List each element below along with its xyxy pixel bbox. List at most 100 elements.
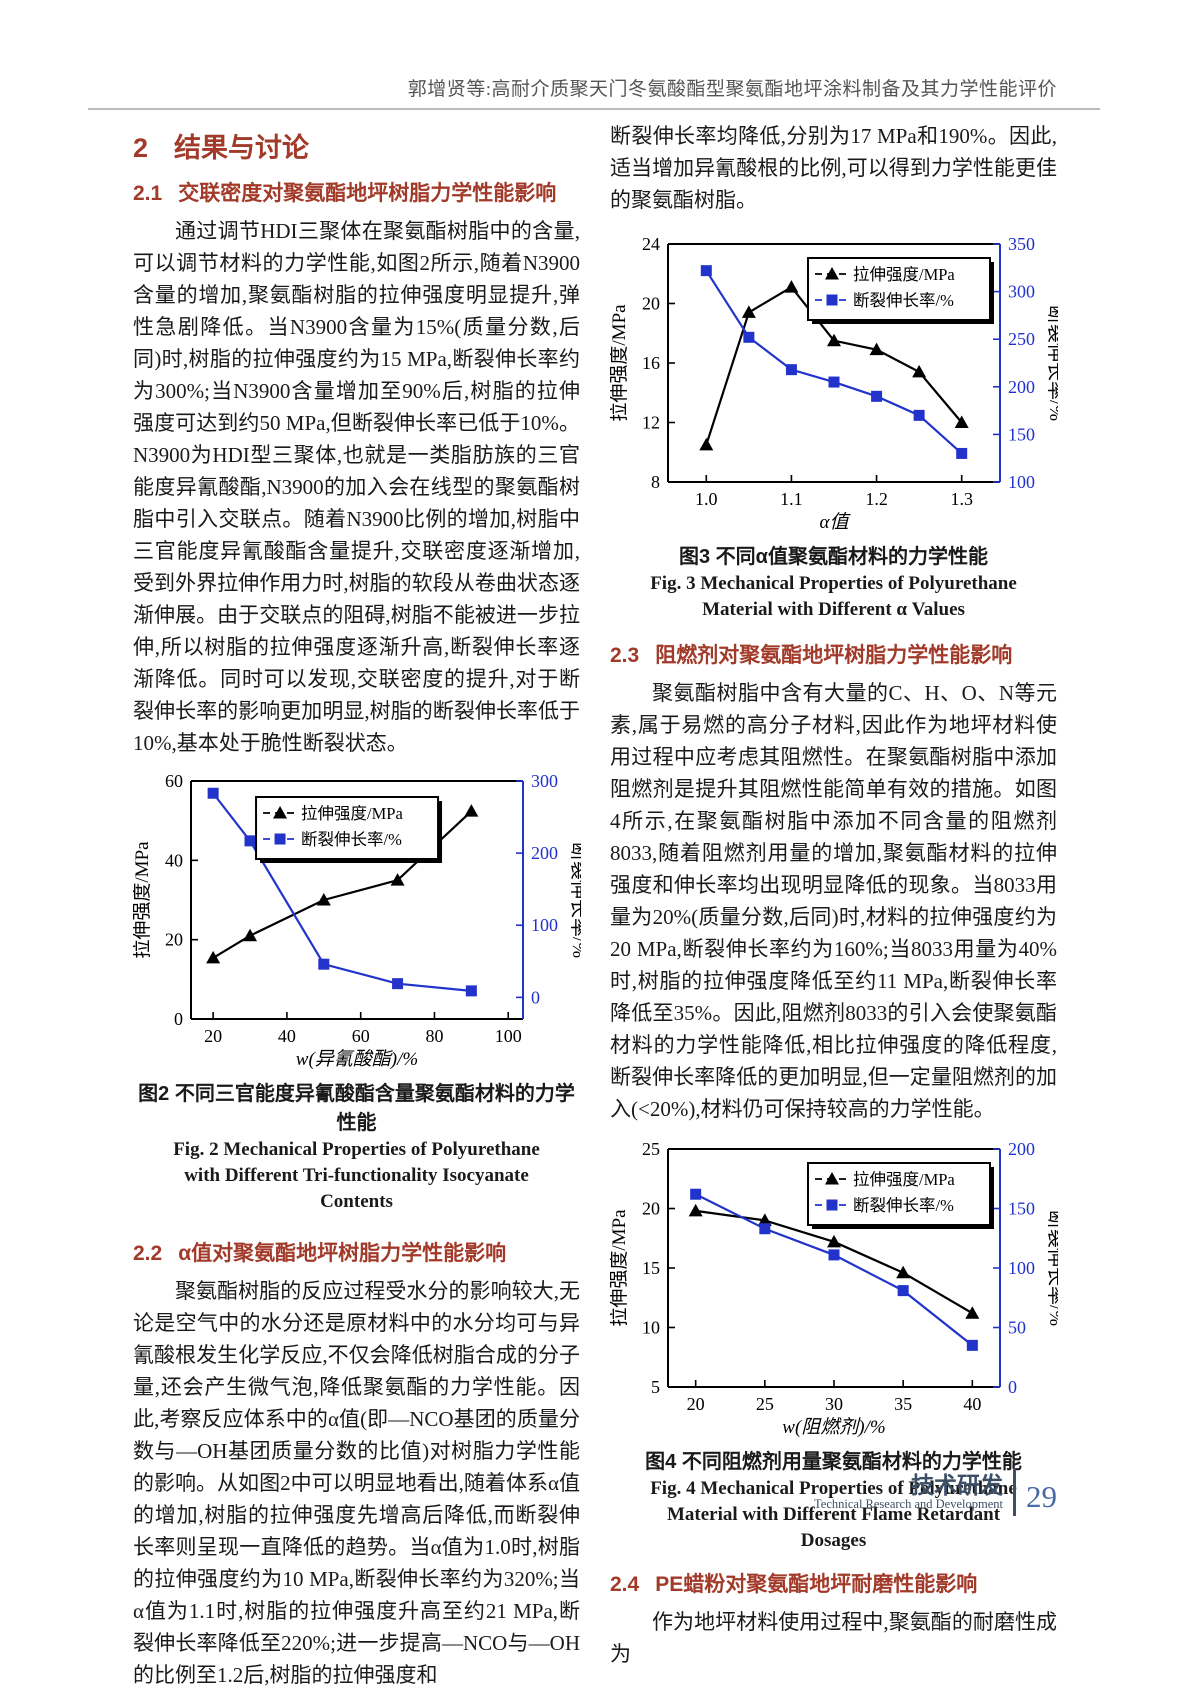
footer-section-en: Technical Research and Development: [814, 1496, 1003, 1511]
figure-2-caption-cn: 图2 不同三官能度异氰酸酯含量聚氨酯材料的力学性能: [138, 1083, 575, 1134]
footer-section-cn: 技术研发: [911, 1471, 1003, 1498]
section-2-1-heading: 2.1 交联密度对聚氨酯地坪树脂力学性能影响: [133, 177, 580, 207]
section-2-1-title: 交联密度对聚氨酯地坪树脂力学性能影响: [178, 182, 557, 205]
svg-text:0: 0: [174, 1009, 183, 1029]
svg-text:拉伸强度/MPa: 拉伸强度/MPa: [301, 804, 403, 823]
section-2-1-paragraph: 通过调节HDI三聚体在聚氨酯树脂中的含量,可以调节材料的力学性能,如图2所示,随…: [133, 219, 580, 755]
svg-text:0: 0: [531, 987, 540, 1007]
svg-text:16: 16: [642, 353, 660, 373]
section-2-3-heading: 2.3 阻燃剂对聚氨酯地坪树脂力学性能影响: [610, 639, 1057, 669]
page-number: 29: [1026, 1479, 1057, 1514]
svg-text:1.0: 1.0: [695, 489, 718, 509]
section-2-4-paragraph: 作为地坪材料使用过程中,聚氨酯的耐磨性成为: [610, 1610, 1057, 1666]
svg-text:200: 200: [1008, 1139, 1035, 1159]
section-2-title: 结果与讨论: [174, 133, 310, 163]
section-2-3-title: 阻燃剂对聚氨酯地坪树脂力学性能影响: [655, 644, 1013, 667]
header-rule: [88, 108, 1100, 110]
section-2-2-title: α值对聚氨酯地坪树脂力学性能影响: [178, 1242, 507, 1265]
svg-text:40: 40: [963, 1394, 981, 1414]
svg-text:150: 150: [1008, 424, 1035, 444]
svg-text:断裂伸长率/%: 断裂伸长率/%: [301, 830, 402, 849]
svg-text:α值: α值: [820, 512, 852, 533]
svg-text:25: 25: [756, 1394, 774, 1414]
svg-text:w(异氰酸酯)/%: w(异氰酸酯)/%: [296, 1048, 418, 1070]
footer-section: 技术研发 Technical Research and Development: [814, 1473, 1003, 1512]
svg-text:断裂伸长率/%: 断裂伸长率/%: [568, 842, 581, 958]
svg-text:拉伸强度/MPa: 拉伸强度/MPa: [853, 1170, 955, 1189]
section-2-4-title: PE蜡粉对聚氨酯地坪耐磨性能影响: [655, 1573, 978, 1596]
svg-text:40: 40: [278, 1026, 296, 1046]
svg-text:60: 60: [165, 771, 183, 791]
svg-text:断裂伸长率/%: 断裂伸长率/%: [1045, 1210, 1058, 1326]
svg-text:150: 150: [1008, 1199, 1035, 1219]
svg-text:24: 24: [642, 234, 660, 254]
section-2-4-heading: 2.4 PE蜡粉对聚氨酯地坪耐磨性能影响: [610, 1568, 1057, 1598]
svg-text:拉伸强度/MPa: 拉伸强度/MPa: [610, 304, 630, 422]
svg-text:350: 350: [1008, 234, 1035, 254]
figure-4-caption-en: Fig. 4 Mechanical Properties of Polyuret…: [650, 1478, 1017, 1551]
section-2-1-number: 2.1: [133, 182, 163, 205]
figure-2: 0 20 40 60 0 100 200 300 20 40 60 80 100 拉伸强度/MPa 断裂伸长…: [133, 767, 581, 1215]
svg-text:250: 250: [1008, 329, 1035, 349]
svg-text:60: 60: [352, 1026, 370, 1046]
svg-text:200: 200: [1008, 377, 1035, 397]
svg-text:拉伸强度/MPa: 拉伸强度/MPa: [133, 841, 153, 959]
svg-text:12: 12: [642, 413, 660, 433]
section-2-number: 2: [133, 133, 149, 163]
svg-text:100: 100: [1008, 1258, 1035, 1278]
left-column: 2 结果与讨论 2.1 交联密度对聚氨酯地坪树脂力学性能影响 通过调节HDI三聚体在…: [133, 120, 581, 1693]
svg-text:1.1: 1.1: [780, 489, 803, 509]
running-header: 郭增贤等:高耐介质聚天门冬氨酸酯型聚氨酯地坪涂料制备及其力学性能评价: [407, 79, 1057, 100]
section-2-2-number: 2.2: [133, 1242, 163, 1265]
figure-2-chart: 0 20 40 60 0 100 200 300 20 40 60 80 100 拉伸强度/MPa 断裂伸长…: [133, 767, 581, 1075]
svg-text:1.2: 1.2: [865, 489, 888, 509]
section-2-2-heading: 2.2 α值对聚氨酯地坪树脂力学性能影响: [133, 1237, 580, 1267]
figure-4-caption-cn: 图4 不同阻燃剂用量聚氨酯材料的力学性能: [645, 1451, 1022, 1473]
figure-3-caption-cn: 图3 不同α值聚氨酯材料的力学性能: [679, 546, 988, 568]
paper-page: { "header": { "running_title": "郭增贤等:高耐介…: [88, 79, 1100, 1687]
section-2-3-paragraph: 聚氨酯树脂中含有大量的C、H、O、N等元素,属于易燃的高分子材料,因此作为地坪材…: [610, 681, 1057, 1121]
section-2-3-number: 2.3: [610, 644, 640, 667]
page-footer: 技术研发 Technical Research and Development …: [814, 1468, 1057, 1516]
svg-text:20: 20: [642, 294, 660, 314]
svg-text:1.3: 1.3: [950, 489, 973, 509]
svg-text:35: 35: [894, 1394, 912, 1414]
figure-2-caption-en: Fig. 2 Mechanical Properties of Polyuret…: [173, 1139, 540, 1212]
svg-text:8: 8: [651, 472, 660, 492]
section-2-heading: 2 结果与讨论: [133, 126, 580, 165]
svg-text:80: 80: [425, 1026, 443, 1046]
svg-text:拉伸强度/MPa: 拉伸强度/MPa: [610, 1209, 630, 1327]
figure-3-caption-en: Fig. 3 Mechanical Properties of Polyuret…: [650, 573, 1017, 620]
svg-text:断裂伸长率/%: 断裂伸长率/%: [853, 291, 954, 310]
svg-text:200: 200: [531, 843, 558, 863]
svg-text:0: 0: [1008, 1377, 1017, 1397]
svg-text:20: 20: [165, 930, 183, 950]
figure-4-chart: 5 10 15 20 25 0 50 100 150 200 20 25 30 35 40 拉伸强度/MPa 断…: [610, 1135, 1058, 1443]
svg-text:50: 50: [1008, 1318, 1026, 1338]
right-column: 断裂伸长率均降低,分别为17 MPa和190%。因此,适当增加异氰酸根的比例,可…: [610, 120, 1058, 1693]
figure-3: 8 12 16 20 24 100 150 200 250 300 350 1.0 1.1 1.2 1.3 拉…: [610, 230, 1058, 623]
figure-4: 5 10 15 20 25 0 50 100 150 200 20 25 30 35 40 拉伸强度/MPa 断…: [610, 1135, 1058, 1554]
svg-text:10: 10: [642, 1318, 660, 1338]
continuation-paragraph: 断裂伸长率均降低,分别为17 MPa和190%。因此,适当增加异氰酸根的比例,可…: [610, 124, 1057, 212]
svg-text:100: 100: [495, 1026, 522, 1046]
svg-text:40: 40: [165, 850, 183, 870]
two-column-body: 2 结果与讨论 2.1 交联密度对聚氨酯地坪树脂力学性能影响 通过调节HDI三聚体在…: [133, 120, 1058, 1693]
section-2-2-paragraph: 聚氨酯树脂的反应过程受水分的影响较大,无论是空气中的水分还是原材料中的水分均可与…: [133, 1279, 580, 1687]
svg-text:20: 20: [642, 1199, 660, 1219]
svg-text:20: 20: [204, 1026, 222, 1046]
svg-text:断裂伸长率/%: 断裂伸长率/%: [853, 1196, 954, 1215]
svg-text:30: 30: [825, 1394, 843, 1414]
footer-divider: [1013, 1468, 1016, 1516]
figure-3-chart: 8 12 16 20 24 100 150 200 250 300 350 1.0 1.1 1.2 1.3 拉…: [610, 230, 1058, 538]
svg-text:100: 100: [531, 915, 558, 935]
svg-text:w(阻燃剂)/%: w(阻燃剂)/%: [782, 1416, 885, 1438]
svg-text:25: 25: [642, 1139, 660, 1159]
svg-text:20: 20: [687, 1394, 705, 1414]
svg-text:300: 300: [531, 771, 558, 791]
section-2-4-number: 2.4: [610, 1573, 640, 1596]
svg-text:断裂伸长率/%: 断裂伸长率/%: [1045, 305, 1058, 421]
svg-text:5: 5: [651, 1377, 660, 1397]
svg-text:100: 100: [1008, 472, 1035, 492]
svg-text:300: 300: [1008, 282, 1035, 302]
